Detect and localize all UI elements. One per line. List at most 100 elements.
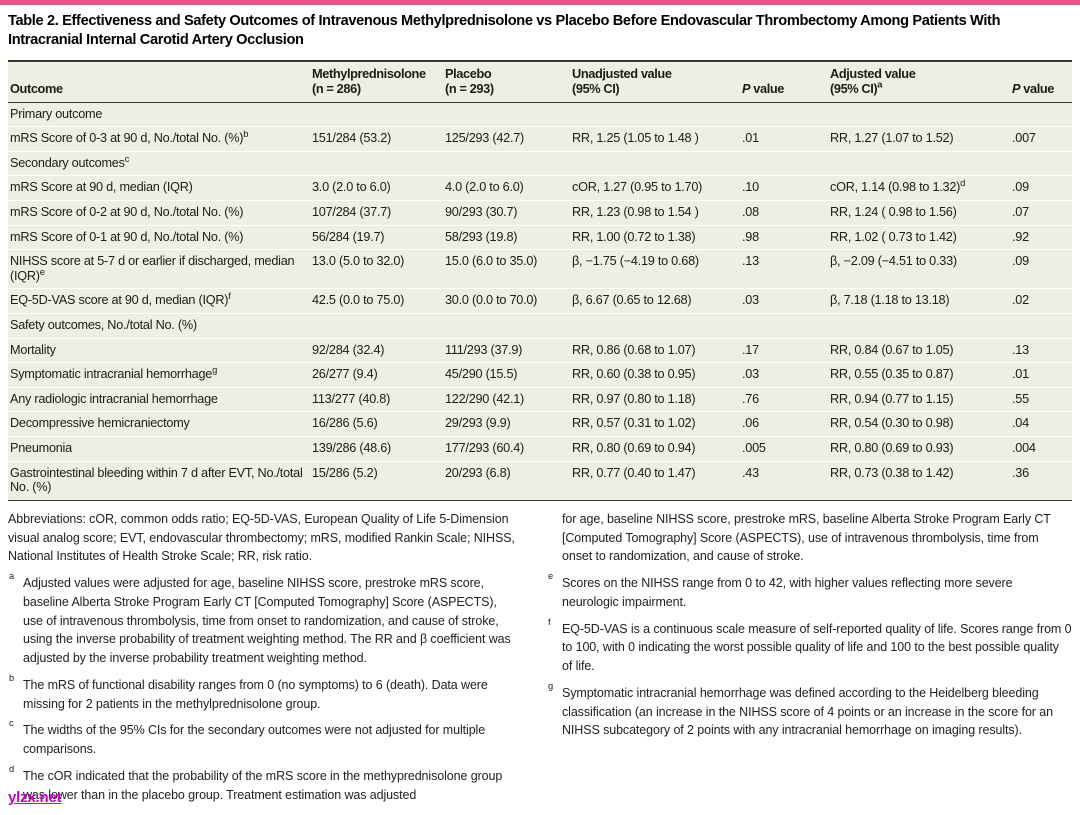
p-value-cell: .09	[1010, 175, 1072, 201]
placebo-cell: 20/293 (6.8)	[443, 460, 570, 501]
p-value-cell: .55	[1010, 386, 1072, 412]
methylprednisolone-cell: 56/284 (19.7)	[310, 224, 443, 250]
page-content: Table 2. Effectiveness and Safety Outcom…	[0, 12, 1080, 812]
header-row: Outcome Methylprednisolone (n = 286) Plac…	[8, 60, 1072, 103]
outcome-label: Any radiologic intracranial hemorrhage	[10, 391, 218, 406]
table-body: Primary outcome mRS Score of 0-3 at 90 d…	[8, 101, 1072, 501]
outcome-cell: mRS Score of 0-2 at 90 d, No./total No. …	[8, 200, 310, 226]
p-value-cell: .06	[740, 411, 828, 437]
p-value-cell: .02	[1010, 288, 1072, 314]
header-p-value-1: P value	[740, 60, 828, 103]
p-value-cell: .01	[740, 126, 828, 152]
p-value-cell: .01	[1010, 362, 1072, 388]
section-row-secondary-outcomes: Secondary outcomesc	[8, 150, 1072, 176]
outcomes-table: Outcome Methylprednisolone (n = 286) Plac…	[8, 59, 1072, 501]
p-value-cell: .08	[740, 200, 828, 226]
adjusted-value: RR, 0.80 (0.69 to 0.93)	[830, 441, 954, 455]
footnote-text: The mRS of functional disability ranges …	[23, 677, 488, 711]
outcome-cell: Pneumonia	[8, 436, 310, 462]
header-label: Outcome	[10, 80, 63, 96]
footnote-marker: g	[212, 364, 218, 375]
adjusted-value: RR, 1.24 ( 0.98 to 1.56)	[830, 205, 957, 220]
footnote-marker: b	[243, 129, 249, 140]
footnote-text: The widths of the 95% CIs for the second…	[23, 723, 486, 757]
p-value-cell: .07	[1010, 200, 1072, 226]
footnote-marker: e	[39, 266, 45, 277]
methylprednisolone-cell: 139/286 (48.6)	[310, 436, 443, 462]
unadjusted-value-cell: RR, 0.97 (0.80 to 1.18)	[570, 386, 740, 412]
methylprednisolone-cell: 151/284 (53.2)	[310, 126, 443, 152]
footnote-marker: a	[877, 79, 883, 90]
p-value-cell: .10	[740, 175, 828, 201]
footnote-d-continuation: for age, baseline NIHSS score, prestroke…	[562, 511, 1051, 564]
outcome-cell: mRS Score of 0-1 at 90 d, No./total No. …	[8, 224, 310, 250]
placebo-cell: 15.0 (6.0 to 35.0)	[443, 249, 570, 289]
adjusted-value-cell: RR, 0.94 (0.77 to 1.15)	[828, 386, 1010, 412]
adjusted-value-cell: β, −2.09 (−4.51 to 0.33)	[828, 249, 1010, 289]
adjusted-value-cell: RR, 0.80 (0.69 to 0.93)	[828, 436, 1010, 462]
header-sublabel: (95% CI)	[572, 80, 620, 96]
adjusted-value-cell: β, 7.18 (1.18 to 13.18)	[828, 288, 1010, 314]
outcome-cell: Decompressive hemicraniectomy	[8, 411, 310, 437]
outcome-cell: Symptomatic intracranial hemorrhageg	[8, 362, 310, 388]
outcome-cell: Gastrointestinal bleeding within 7 d aft…	[8, 460, 310, 501]
accent-top-bar	[0, 0, 1080, 5]
header-label: Unadjusted value	[572, 65, 672, 81]
watermark: ylzx.net	[8, 789, 62, 806]
unadjusted-value-cell: RR, 1.23 (0.98 to 1.54 )	[570, 200, 740, 226]
table-row: EQ-5D-VAS score at 90 d, median (IQR)f 4…	[8, 288, 1072, 314]
footnote-g: g Symptomatic intracranial hemorrhage was…	[548, 680, 1053, 738]
adjusted-value: β, 7.18 (1.18 to 13.18)	[830, 293, 950, 308]
unadjusted-value-cell: RR, 0.57 (0.31 to 1.02)	[570, 411, 740, 437]
footnote-a: a Adjusted values were adjusted for age, …	[9, 571, 511, 666]
outcome-label: mRS Score of 0-1 at 90 d, No./total No. …	[10, 229, 244, 244]
placebo-cell: 125/293 (42.7)	[443, 126, 570, 152]
placebo-cell: 122/290 (42.1)	[443, 386, 570, 412]
adjusted-value: cOR, 1.14 (0.98 to 1.32)	[830, 180, 961, 195]
adjusted-value: RR, 0.73 (0.38 to 1.42)	[830, 465, 954, 480]
methylprednisolone-cell: 3.0 (2.0 to 6.0)	[310, 175, 443, 201]
table-row: NIHSS score at 5-7 d or earlier if disch…	[8, 249, 1072, 289]
footnotes-left-column: Abbreviations: cOR, common odds ratio; E…	[8, 510, 518, 813]
methylprednisolone-cell: 92/284 (32.4)	[310, 337, 443, 363]
header-outcome: Outcome	[8, 60, 310, 103]
header-label: Placebo	[445, 65, 492, 81]
header-label: Methylprednisolone	[312, 65, 426, 81]
section-label: Primary outcome	[10, 106, 103, 121]
placebo-cell: 30.0 (0.0 to 70.0)	[443, 288, 570, 314]
abbreviations-note: Abbreviations: cOR, common odds ratio; E…	[8, 511, 515, 564]
placebo-cell: 90/293 (30.7)	[443, 200, 570, 226]
section-label: Safety outcomes, No./total No. (%)	[10, 318, 197, 333]
table-title: Table 2. Effectiveness and Safety Outcom…	[8, 13, 1001, 49]
header-placebo: Placebo (n = 293)	[443, 60, 570, 103]
methylprednisolone-cell: 13.0 (5.0 to 32.0)	[310, 249, 443, 289]
p-value-cell: .03	[740, 362, 828, 388]
methylprednisolone-cell: 113/277 (40.8)	[310, 386, 443, 412]
section-row-safety-outcomes: Safety outcomes, No./total No. (%)	[8, 313, 1072, 339]
adjusted-value-cell: RR, 0.54 (0.30 to 0.98)	[828, 411, 1010, 437]
outcome-label: NIHSS score at 5-7 d or earlier if disch…	[10, 254, 295, 283]
outcome-label: mRS Score of 0-3 at 90 d, No./total No. …	[10, 131, 244, 146]
header-p-value-2: P value	[1010, 60, 1072, 103]
outcome-label: mRS Score at 90 d, median (IQR)	[10, 180, 193, 195]
unadjusted-value-cell: β, −1.75 (−4.19 to 0.68)	[570, 249, 740, 289]
footnote-text: Scores on the NIHSS range from 0 to 42, …	[562, 576, 1013, 609]
unadjusted-value-cell: RR, 0.60 (0.38 to 0.95)	[570, 362, 740, 388]
table-header: Outcome Methylprednisolone (n = 286) Plac…	[8, 60, 1072, 103]
methylprednisolone-cell: 42.5 (0.0 to 75.0)	[310, 288, 443, 314]
outcome-label: Pneumonia	[10, 441, 72, 455]
placebo-cell: 177/293 (60.4)	[443, 436, 570, 462]
footnote-marker: d	[960, 178, 966, 189]
placebo-cell: 58/293 (19.8)	[443, 224, 570, 250]
outcome-cell: Mortality	[8, 337, 310, 363]
table-row: mRS Score of 0-3 at 90 d, No./total No. …	[8, 126, 1072, 152]
p-value-cell: .92	[1010, 224, 1072, 250]
outcome-cell: mRS Score of 0-3 at 90 d, No./total No. …	[8, 126, 310, 152]
placebo-cell: 45/290 (15.5)	[443, 362, 570, 388]
footnotes: Abbreviations: cOR, common odds ratio; E…	[8, 510, 1072, 813]
outcome-label: Decompressive hemicraniectomy	[10, 416, 190, 431]
p-value-cell: .03	[740, 288, 828, 314]
p-value-cell: .007	[1010, 126, 1072, 152]
p-value-cell: .13	[740, 249, 828, 289]
unadjusted-value-cell: RR, 1.25 (1.05 to 1.48 )	[570, 126, 740, 152]
